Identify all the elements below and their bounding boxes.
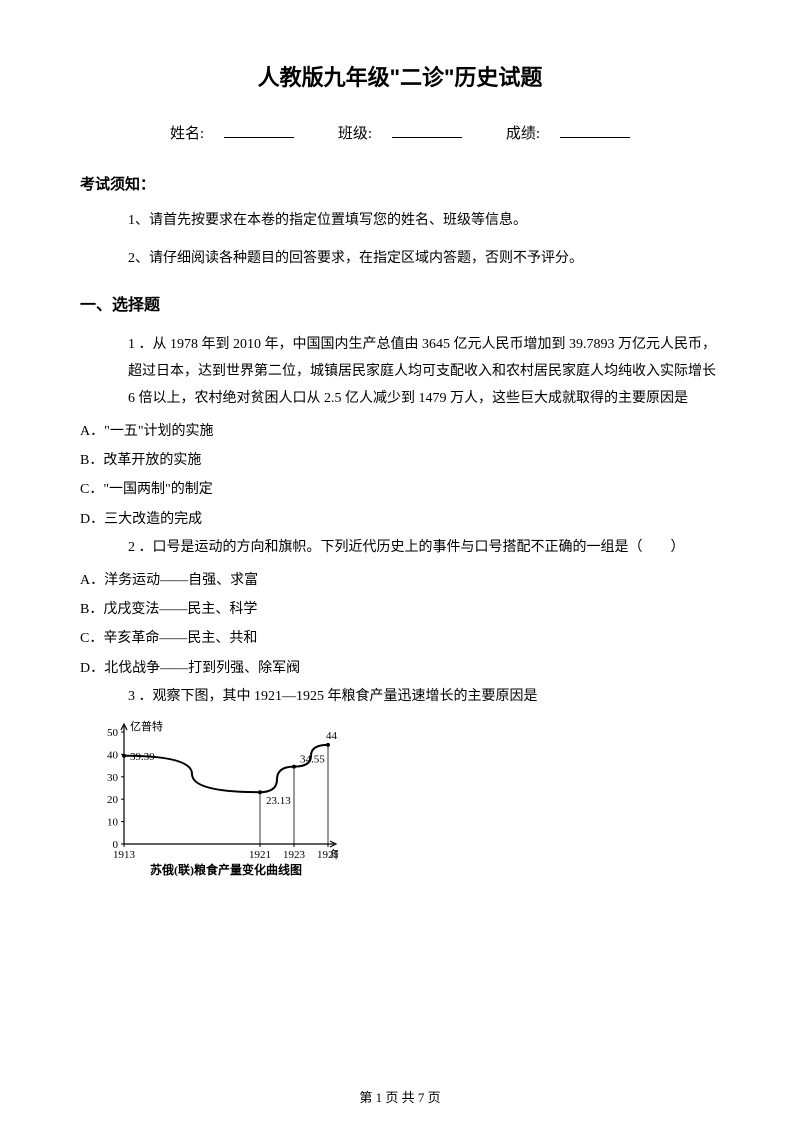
q2-text: 口号是运动的方向和旗帜。下列近代历史上的事件与口号搭配不正确的一组是（ ）	[153, 540, 685, 555]
question-2: 2 ．口号是运动的方向和旗帜。下列近代历史上的事件与口号搭配不正确的一组是（ ）	[128, 534, 720, 561]
svg-text:40: 40	[107, 750, 119, 762]
name-label: 姓名:	[170, 126, 204, 142]
page-footer: 第 1 页 共 7 页	[0, 1087, 800, 1106]
svg-text:1921: 1921	[249, 849, 271, 861]
q1-opt-c: C．"一国两制"的制定	[80, 475, 720, 504]
info-row: 姓名: 班级: 成绩:	[80, 122, 720, 143]
svg-text:1913: 1913	[113, 849, 136, 861]
q2-opt-d: D．北伐战争——打到列强、除军阀	[80, 654, 720, 683]
score-label: 成绩:	[506, 126, 540, 142]
svg-text:30: 30	[107, 772, 119, 784]
svg-text:苏俄(联)粮食产量变化曲线图: 苏俄(联)粮食产量变化曲线图	[150, 862, 302, 877]
svg-text:23.13: 23.13	[266, 796, 291, 808]
page-title: 人教版九年级"二诊"历史试题	[80, 60, 720, 92]
svg-text:50: 50	[107, 727, 119, 739]
q2-opt-c: C．辛亥革命——民主、共和	[80, 624, 720, 653]
svg-text:1923: 1923	[283, 849, 306, 861]
svg-text:亿普特: 亿普特	[130, 719, 163, 733]
svg-text:20: 20	[107, 795, 119, 807]
q2-number: 2 ．	[128, 540, 153, 555]
question-3: 3 ．观察下图，其中 1921—1925 年粮食产量迅速增长的主要原因是	[128, 683, 720, 710]
q1-opt-d: D．三大改造的完成	[80, 505, 720, 534]
class-blank[interactable]	[392, 124, 462, 138]
q2-opt-b: B．戊戌变法——民主、科学	[80, 595, 720, 624]
instruction-2: 2、请仔细阅读各种题目的回答要求，在指定区域内答题，否则不予评分。	[128, 248, 720, 270]
question-1: 1 ．从 1978 年到 2010 年，中国国内生产总值由 3645 亿元人民币…	[128, 331, 720, 413]
name-blank[interactable]	[224, 124, 294, 138]
q2-opt-a: A．洋务运动——自强、求富	[80, 566, 720, 595]
q1-number: 1 ．	[128, 337, 153, 352]
class-label: 班级:	[338, 126, 372, 142]
q3-number: 3 ．	[128, 689, 153, 704]
svg-text:39.39: 39.39	[130, 751, 155, 763]
q1-opt-a: A．"一五"计划的实施	[80, 417, 720, 446]
svg-text:10: 10	[107, 817, 119, 829]
score-blank[interactable]	[560, 124, 630, 138]
svg-text:34.55: 34.55	[300, 754, 325, 766]
section-1-header: 一、选择题	[80, 291, 720, 315]
grain-chart: 亿普特010203040501913192119231925年代39.3923.…	[88, 718, 338, 878]
chart-svg: 亿普特010203040501913192119231925年代39.3923.…	[88, 718, 338, 878]
preamble-header: 考试须知：	[80, 173, 720, 194]
q3-text: 观察下图，其中 1921—1925 年粮食产量迅速增长的主要原因是	[153, 689, 538, 704]
svg-text:年代: 年代	[330, 847, 338, 861]
q1-opt-b: B．改革开放的实施	[80, 446, 720, 475]
instruction-1: 1、请首先按要求在本卷的指定位置填写您的姓名、班级等信息。	[128, 210, 720, 232]
svg-text:44.24: 44.24	[326, 730, 338, 742]
q1-text: 从 1978 年到 2010 年，中国国内生产总值由 3645 亿元人民币增加到…	[128, 337, 716, 407]
